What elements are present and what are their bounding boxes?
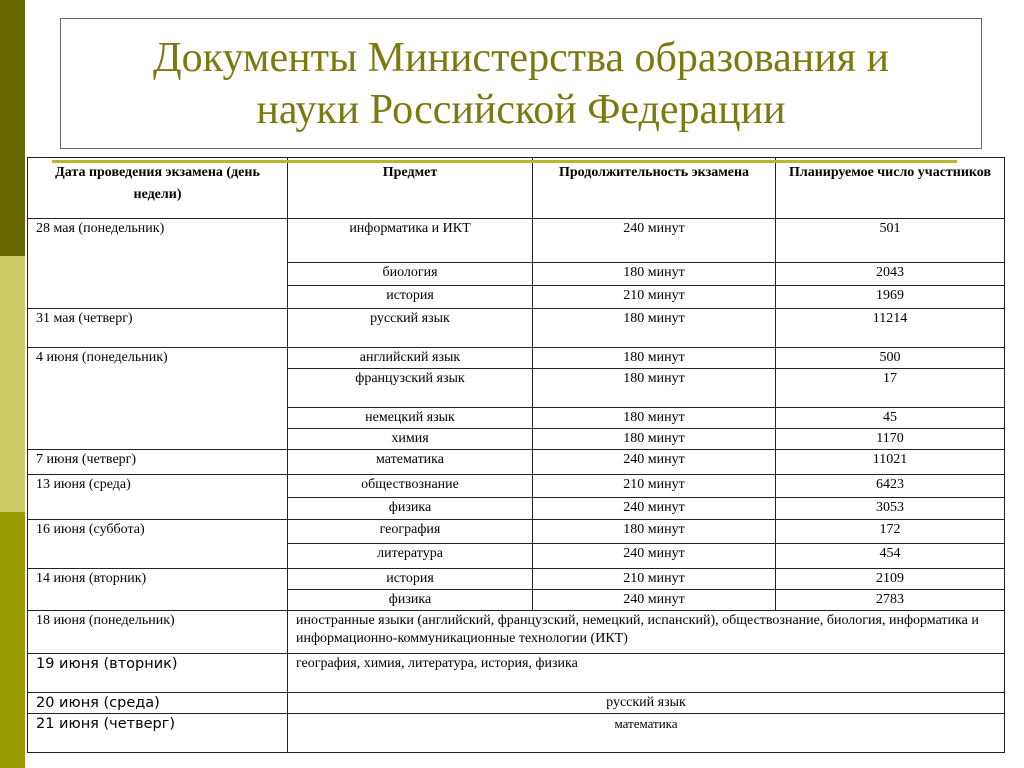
subject-cell: информатика и ИКТ <box>287 218 533 263</box>
table-row: 13 июня (среда) обществознание 210 минут 64… <box>27 474 1005 520</box>
table-row: 14 июня (вторник) история 210 минут 2109 <box>27 568 1005 611</box>
duration-cell: 240 минут <box>532 449 776 475</box>
participants-cell: 45 <box>775 407 1005 429</box>
subject-cell: английский язык <box>287 347 533 369</box>
date-cell: 20 июня (среда) <box>27 692 288 714</box>
participants-cell: 501 <box>775 218 1005 263</box>
participants-cell: 172 <box>775 519 1005 544</box>
participants-cell: 454 <box>775 543 1005 569</box>
subject-cell: французский язык <box>287 368 533 408</box>
table-row: немецкий язык 180 минут 45 <box>28 407 1005 429</box>
duration-cell: 180 минут <box>532 519 776 544</box>
duration-cell: 240 минут <box>532 543 776 569</box>
participants-cell: 2043 <box>775 262 1005 286</box>
duration-cell: 180 минут <box>532 308 776 348</box>
participants-cell: 3053 <box>775 497 1005 520</box>
duration-cell: 240 минут <box>532 497 776 520</box>
table-row: история 210 минут 1969 <box>28 285 1005 309</box>
table-row: 16 июня (суббота) география 180 минут 172 <box>27 519 1005 569</box>
reserve-row: 20 июня (среда) русский язык <box>27 692 1005 714</box>
duration-cell: 210 минут <box>532 285 776 309</box>
date-cell: 14 июня (вторник) <box>27 568 288 611</box>
participants-cell: 2109 <box>775 568 1005 590</box>
table-row: 7 июня (четверг) математика 240 минут 11021 <box>27 449 1005 475</box>
subject-cell: биология <box>287 262 533 286</box>
duration-cell: 240 минут <box>532 589 776 611</box>
table-row: биология 180 минут 2043 <box>28 262 1005 286</box>
duration-cell: 180 минут <box>532 262 776 286</box>
table-row: литература 240 минут 454 <box>28 543 1005 569</box>
decor-strip-top <box>0 0 25 256</box>
table-row: 4 июня (понедельник) английский язык 180 м… <box>27 347 1005 450</box>
participants-cell: 11021 <box>775 449 1005 475</box>
subject-cell: обществознание <box>287 474 533 498</box>
subject-cell: история <box>287 568 533 590</box>
date-cell: 21 июня (четверг) <box>27 713 288 753</box>
title-underline-accent <box>52 160 957 163</box>
header-subject: Предмет <box>287 157 533 219</box>
date-cell: 31 мая (четверг) <box>27 308 288 348</box>
duration-cell: 180 минут <box>532 428 776 450</box>
date-cell: 4 июня (понедельник) <box>27 347 288 450</box>
duration-cell: 210 минут <box>532 568 776 590</box>
subject-cell: история <box>287 285 533 309</box>
subjects-cell: иностранные языки (английский, французск… <box>287 610 1005 654</box>
subject-cell: физика <box>287 497 533 520</box>
date-cell: 19 июня (вторник) <box>27 653 288 693</box>
participants-cell: 2783 <box>775 589 1005 611</box>
reserve-row: 18 июня (понедельник) иностранные языки (… <box>27 610 1005 654</box>
duration-cell: 210 минут <box>532 474 776 498</box>
date-cell: 7 июня (четверг) <box>27 449 288 475</box>
subjects-cell: математика <box>287 713 1005 753</box>
table-row: 31 мая (четверг) русский язык 180 минут 112… <box>27 308 1005 348</box>
subject-cell: география <box>287 519 533 544</box>
subject-cell: литература <box>287 543 533 569</box>
date-cell: 16 июня (суббота) <box>27 519 288 569</box>
subject-cell: физика <box>287 589 533 611</box>
participants-cell: 1170 <box>775 428 1005 450</box>
reserve-row: 19 июня (вторник) география, химия, литер… <box>27 653 1005 693</box>
table-row: 28 мая (понедельник) информатика и ИКТ 240… <box>27 218 1005 309</box>
slide-title: Документы Министерства образования и нау… <box>152 34 890 133</box>
decor-strip-middle <box>0 256 25 512</box>
subjects-cell: география, химия, литература, история, ф… <box>287 653 1005 693</box>
participants-cell: 1969 <box>775 285 1005 309</box>
subject-cell: русский язык <box>287 308 533 348</box>
reserve-row: 21 июня (четверг) математика <box>27 713 1005 753</box>
date-cell: 18 июня (понедельник) <box>27 610 288 654</box>
decor-strip-bottom <box>0 512 25 768</box>
table-row: химия 180 минут 1170 <box>28 428 1005 450</box>
duration-cell: 240 минут <box>532 218 776 263</box>
header-participants: Планируемое число участников <box>775 157 1005 219</box>
participants-cell: 17 <box>775 368 1005 408</box>
subjects-cell: русский язык <box>287 692 1005 714</box>
duration-cell: 180 минут <box>532 347 776 369</box>
participants-cell: 500 <box>775 347 1005 369</box>
duration-cell: 180 минут <box>532 407 776 429</box>
table-header-row: Дата проведения экзамена (день недели) П… <box>27 157 1005 219</box>
header-duration: Продолжительность экзамена <box>532 157 776 219</box>
participants-cell: 11214 <box>775 308 1005 348</box>
date-cell: 13 июня (среда) <box>27 474 288 520</box>
date-cell: 28 мая (понедельник) <box>27 218 288 309</box>
participants-cell: 6423 <box>775 474 1005 498</box>
table-row: французский язык 180 минут 17 <box>28 368 1005 408</box>
exam-schedule-table: Дата проведения экзамена (день недели) П… <box>27 157 1005 753</box>
header-date: Дата проведения экзамена (день недели) <box>27 157 288 219</box>
subject-cell: немецкий язык <box>287 407 533 429</box>
subject-cell: химия <box>287 428 533 450</box>
duration-cell: 180 минут <box>532 368 776 408</box>
title-box: Документы Министерства образования и нау… <box>60 18 982 149</box>
subject-cell: математика <box>287 449 533 475</box>
